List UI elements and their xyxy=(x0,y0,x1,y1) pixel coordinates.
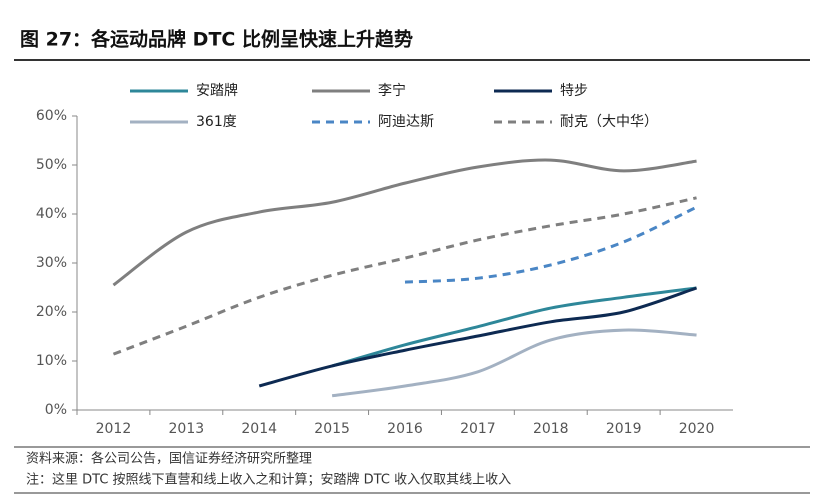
legend-label: 阿迪达斯 xyxy=(378,114,434,130)
series-line xyxy=(112,196,697,356)
legend-label: 安踏牌 xyxy=(196,82,238,99)
y-tick-label: 40% xyxy=(36,206,67,222)
legend-label: 耐克（大中华） xyxy=(560,114,658,130)
y-tick-label: 60% xyxy=(36,108,67,124)
series-line xyxy=(404,205,698,284)
source: 资料来源：各公司公告，国信证券经济研究所整理 xyxy=(26,451,312,467)
x-tick-label: 2016 xyxy=(387,421,423,437)
x-tick-label: 2013 xyxy=(169,421,205,437)
x-tick-label: 2018 xyxy=(533,421,569,437)
x-tick-label: 2012 xyxy=(96,421,132,437)
x-tick-label: 2020 xyxy=(679,421,715,437)
legend-label: 特步 xyxy=(560,83,588,99)
x-tick-label: 2014 xyxy=(241,421,277,437)
series-line xyxy=(112,158,697,287)
y-tick-label: 30% xyxy=(36,255,67,271)
y-tick-label: 50% xyxy=(36,157,67,173)
series-line xyxy=(331,328,697,398)
series-line xyxy=(331,286,697,368)
legend-label: 李宁 xyxy=(378,82,406,99)
chart-title: 图 27：各运动品牌 DTC 比例呈快速上升趋势 xyxy=(20,28,413,51)
y-tick-label: 20% xyxy=(36,304,67,320)
note: 注：这里 DTC 按照线下直营和线上收入之和计算；安踏牌 DTC 收入仅取其线上… xyxy=(26,472,511,488)
x-tick-label: 2019 xyxy=(606,421,642,437)
series-line xyxy=(258,286,698,388)
y-tick-label: 10% xyxy=(36,353,67,369)
x-tick-label: 2015 xyxy=(314,421,350,437)
x-tick-label: 2017 xyxy=(460,421,496,437)
y-tick-label: 0% xyxy=(45,402,67,418)
legend-label: 361度 xyxy=(196,114,237,130)
